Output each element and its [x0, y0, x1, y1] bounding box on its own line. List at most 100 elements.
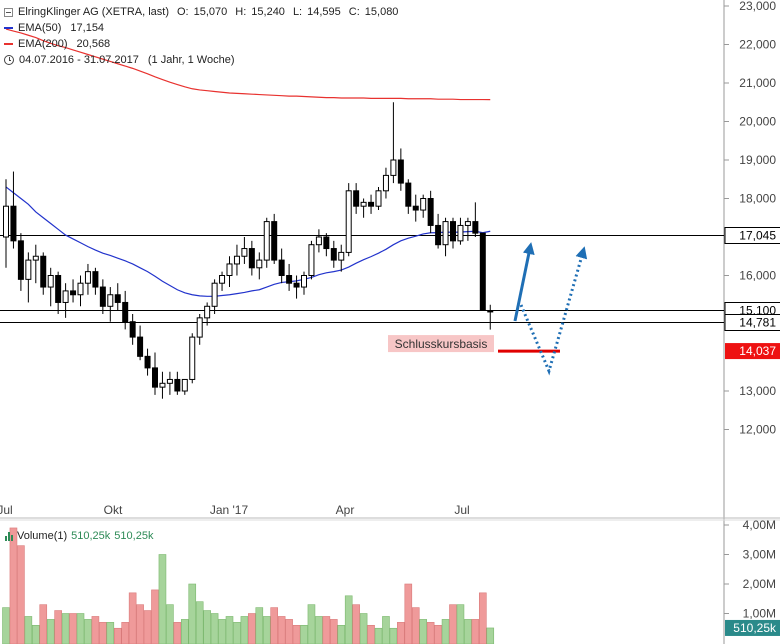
- volume-bar: [218, 619, 226, 644]
- candle-body: [226, 263, 233, 277]
- volume-bar: [397, 622, 405, 644]
- volume-tick-label: 4,00M: [743, 518, 776, 532]
- candle-body: [405, 182, 412, 207]
- volume-tick-label: 3,00M: [743, 548, 776, 562]
- volume-bars-icon: [5, 531, 13, 541]
- volume-bar: [352, 604, 360, 644]
- clock-icon: [4, 55, 14, 65]
- volume-bar: [464, 619, 472, 644]
- volume-value-1: 510,25k: [71, 530, 111, 542]
- candle-body: [286, 275, 293, 284]
- candle-body: [472, 221, 479, 234]
- volume-bar: [337, 624, 346, 644]
- candle-body: [17, 240, 24, 280]
- volume-bar: [188, 583, 197, 644]
- volume-bar: [240, 616, 249, 644]
- candle-body: [77, 282, 84, 296]
- volume-bar: [158, 554, 167, 644]
- candle-body: [338, 251, 345, 261]
- period-range: 04.07.2016 - 31.07.2017: [19, 54, 139, 66]
- ema50-value: 17,154: [70, 22, 105, 34]
- price-tick-label: 16,000: [739, 269, 776, 283]
- volume-bar: [69, 613, 77, 644]
- high-label: H:: [235, 6, 247, 18]
- candle-body: [10, 205, 17, 242]
- expand-toggle-icon[interactable]: [4, 7, 13, 17]
- low-label: L:: [292, 6, 303, 18]
- volume-bar: [9, 527, 18, 644]
- candle-body: [479, 232, 486, 311]
- volume-bar: [151, 589, 159, 644]
- candle-body: [278, 259, 285, 277]
- open-value: 15,070: [193, 6, 228, 18]
- volume-bar: [248, 613, 256, 644]
- volume-bar: [210, 613, 219, 644]
- chart-legend: ElringKlinger AG (XETRA, last) O: 15,070 …: [4, 4, 398, 68]
- volume-bar: [449, 604, 457, 644]
- candle-body: [256, 259, 263, 269]
- x-axis-label: Jul: [0, 503, 13, 517]
- candle-body: [40, 255, 47, 288]
- candle-body: [219, 275, 226, 284]
- volume-bar: [113, 627, 122, 644]
- candle-body: [233, 255, 240, 265]
- low-value: 14,595: [307, 6, 341, 18]
- volume-bar: [426, 622, 435, 644]
- volume-bar: [91, 616, 100, 644]
- candle-body: [308, 244, 315, 276]
- legend-ema50-row: EMA(50) 17,154: [4, 20, 398, 36]
- volume-bar: [262, 616, 271, 644]
- candle-body: [323, 236, 330, 250]
- volume-bar: [106, 622, 115, 644]
- candle-body: [159, 382, 166, 388]
- ema50-swatch: [4, 27, 13, 29]
- x-axis-label: Jul: [454, 503, 469, 517]
- candle-body: [412, 205, 419, 211]
- volume-bar: [441, 619, 450, 644]
- open-label: O:: [177, 6, 189, 18]
- candle-body: [25, 259, 32, 280]
- volume-bar: [329, 619, 338, 644]
- candle-body: [32, 255, 39, 261]
- dotted-scenario-arrow: [519, 246, 588, 376]
- candle-body: [315, 236, 322, 246]
- volume-bar: [292, 624, 301, 644]
- instrument-title: ElringKlinger AG (XETRA, last): [18, 6, 169, 18]
- volume-bar: [411, 607, 420, 644]
- price-tick-label: 20,000: [739, 115, 776, 129]
- volume-bar: [233, 622, 241, 644]
- volume-tick-label: 2,00M: [743, 577, 776, 591]
- candle-body: [248, 248, 255, 269]
- candle-body: [345, 190, 352, 253]
- price-tick-label: 22,000: [739, 38, 776, 52]
- volume-bar: [456, 604, 465, 644]
- volume-bar: [166, 604, 174, 644]
- volume-bar: [419, 619, 428, 644]
- volume-bar: [478, 592, 487, 644]
- volume-bar: [2, 607, 10, 644]
- volume-value-2: 510,25k: [114, 530, 154, 542]
- volume-current-badge: [725, 619, 780, 636]
- volume-bar: [315, 616, 323, 644]
- volume-bar: [61, 613, 70, 644]
- volume-bar: [389, 627, 398, 644]
- candle-body: [301, 275, 307, 288]
- candle-body: [390, 159, 397, 176]
- candle-body: [487, 310, 494, 313]
- volume-bar: [136, 604, 144, 644]
- volume-label: Volume(1): [17, 530, 68, 542]
- candle-body: [166, 378, 173, 384]
- legend-ema200-row: EMA(200) 20,568: [4, 36, 398, 52]
- candle-body: [99, 286, 106, 307]
- candle-body: [271, 221, 278, 261]
- annotation-box: [388, 335, 494, 353]
- close-label: C:: [348, 6, 360, 18]
- volume-bar: [434, 624, 442, 644]
- candle-body: [152, 367, 158, 388]
- candle-body: [427, 198, 434, 226]
- candle-body: [62, 290, 69, 303]
- price-tick-label: 23,000: [739, 0, 776, 13]
- price-tick-label: 21,000: [739, 76, 776, 90]
- volume-bar: [128, 592, 137, 644]
- candle-body: [263, 221, 270, 261]
